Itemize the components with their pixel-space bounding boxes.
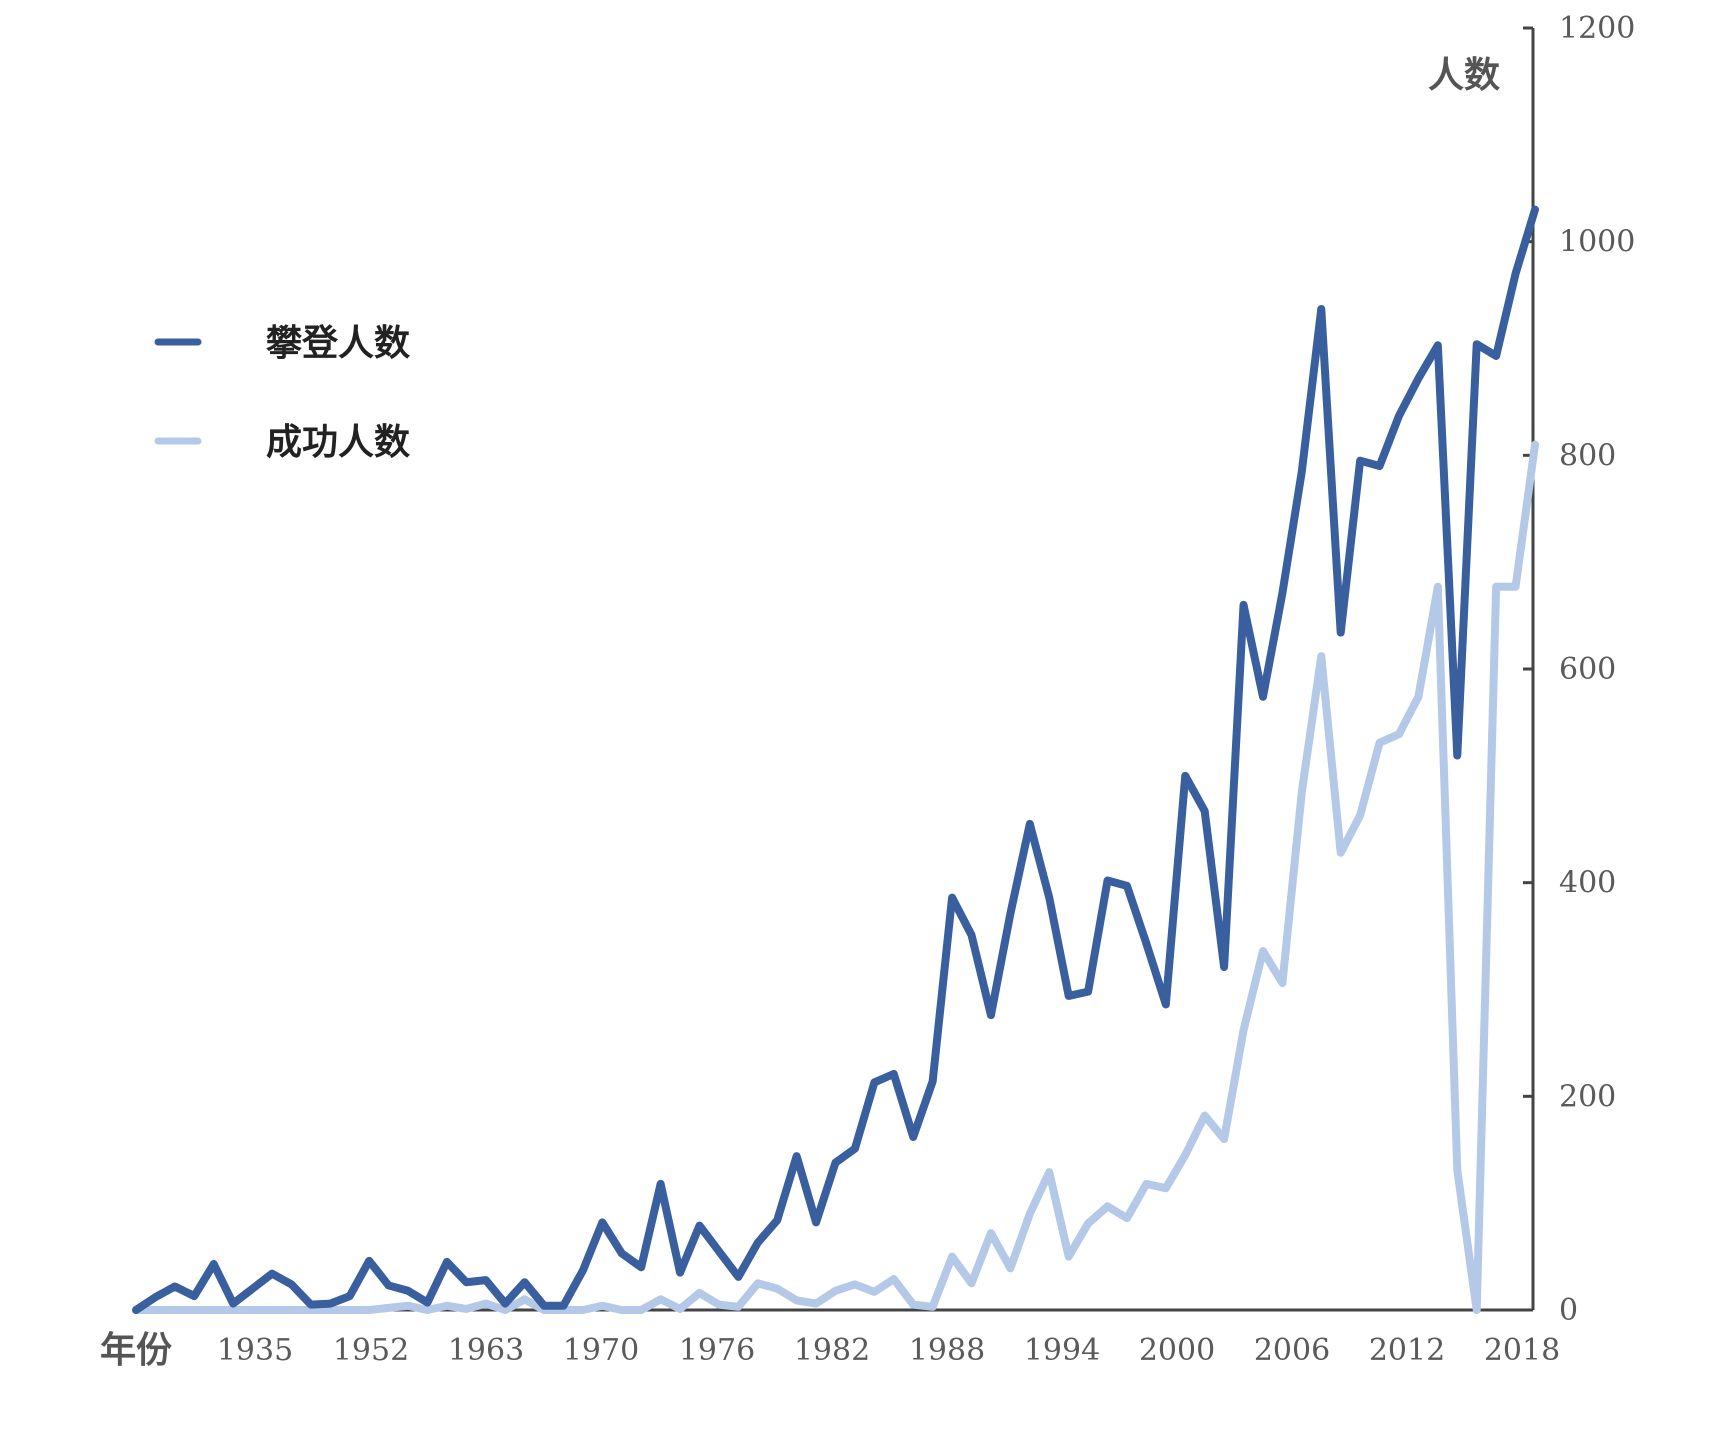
y-axis-title: 人数 — [1428, 54, 1500, 96]
legend-label-climbers: 攀登人数 — [266, 322, 410, 364]
x-axis-title: 年份 — [100, 1329, 172, 1371]
x-tick-label: 1935 — [217, 1333, 293, 1368]
y-tick-label: 600 — [1559, 652, 1616, 687]
y-tick-label: 0 — [1559, 1293, 1578, 1328]
legend-item-climbers: 攀登人数 — [154, 322, 410, 364]
x-tick-label: 1994 — [1024, 1333, 1100, 1368]
x-tick-label: 2000 — [1139, 1333, 1215, 1368]
legend-label-summits: 成功人数 — [266, 421, 410, 463]
series-line-climbers — [132, 205, 1539, 1314]
y-tick-label: 400 — [1559, 866, 1616, 901]
x-tick-label: 2012 — [1369, 1333, 1445, 1368]
legend: 攀登人数 成功人数 — [154, 322, 410, 463]
legend-item-summits: 成功人数 — [154, 421, 410, 463]
x-axis-ticks: 1935 1952 1963 1970 1976 1982 1988 1994 2000 2006… — [217, 1333, 1560, 1368]
y-axis-ticks: 0 200 400 600 800 1000 1200 — [1523, 11, 1635, 1328]
y-tick-label: 1000 — [1559, 225, 1635, 260]
y-tick-label: 800 — [1559, 438, 1616, 473]
x-tick-label: 1982 — [794, 1333, 870, 1368]
y-tick-label: 200 — [1559, 1079, 1616, 1114]
x-tick-label: 2006 — [1254, 1333, 1330, 1368]
x-tick-label: 1988 — [909, 1333, 985, 1368]
series-line-summits — [132, 440, 1539, 1314]
series-lines — [132, 205, 1539, 1314]
y-tick-label: 1200 — [1559, 11, 1635, 46]
x-tick-label: 1952 — [333, 1333, 409, 1368]
x-tick-label: 2018 — [1484, 1333, 1560, 1368]
x-tick-label: 1963 — [448, 1333, 524, 1368]
x-tick-label: 1970 — [563, 1333, 639, 1368]
x-tick-label: 1976 — [679, 1333, 755, 1368]
